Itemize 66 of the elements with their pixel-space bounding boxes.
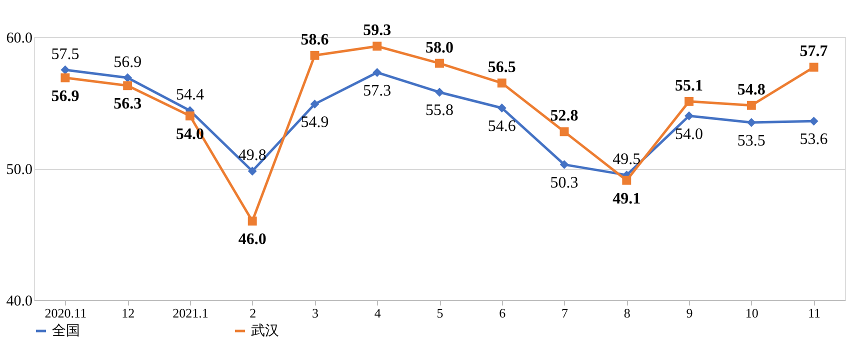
data-label: 57.7 bbox=[800, 43, 828, 60]
data-label: 57.3 bbox=[363, 82, 392, 100]
data-label: 52.8 bbox=[550, 108, 578, 125]
point bbox=[684, 111, 694, 120]
data-label: 49.8 bbox=[238, 147, 266, 164]
x-tick-label: 5 bbox=[436, 306, 444, 320]
point bbox=[60, 65, 70, 74]
point bbox=[560, 127, 569, 136]
point bbox=[622, 176, 632, 185]
x-tick-label: 9 bbox=[686, 306, 693, 320]
point bbox=[372, 68, 382, 77]
x-tick-label: 12 bbox=[122, 306, 135, 320]
x-tick-label: 3 bbox=[312, 306, 318, 320]
data-label: 54.6 bbox=[488, 118, 516, 136]
x-tick-label: 2020.11 bbox=[44, 306, 87, 320]
legend-label: 武汉 bbox=[251, 323, 279, 339]
data-label: 59.3 bbox=[363, 22, 392, 40]
data-label: 55.1 bbox=[675, 77, 704, 94]
point bbox=[560, 160, 569, 170]
data-label: 54.8 bbox=[737, 81, 766, 98]
data-label: 56.5 bbox=[488, 59, 516, 76]
data-label: 56.3 bbox=[114, 96, 142, 113]
point bbox=[497, 78, 506, 88]
data-label: 58.0 bbox=[426, 39, 454, 56]
point bbox=[372, 42, 382, 51]
point bbox=[435, 58, 444, 68]
data-label: 53.6 bbox=[800, 131, 828, 148]
data-label: 56.9 bbox=[51, 88, 80, 105]
data-label: 58.6 bbox=[300, 31, 329, 48]
data-label: 54.0 bbox=[675, 126, 704, 143]
data-label: 49.5 bbox=[612, 151, 641, 168]
y-tick-label: 40.0 bbox=[6, 294, 32, 310]
x-tick-label: 2021.1 bbox=[172, 306, 208, 320]
x-tick-label: 7 bbox=[562, 306, 569, 320]
x-tick-label: 2 bbox=[250, 306, 256, 320]
x-tick-label: 8 bbox=[624, 306, 630, 320]
point bbox=[248, 216, 257, 226]
point bbox=[746, 100, 756, 110]
data-label: 56.9 bbox=[114, 54, 142, 71]
point bbox=[60, 73, 70, 82]
point bbox=[248, 166, 257, 176]
x-tick-label: 11 bbox=[808, 306, 821, 320]
point bbox=[185, 111, 194, 120]
point bbox=[435, 88, 444, 97]
data-label: 54.9 bbox=[300, 114, 329, 132]
y-tick-label: 60.0 bbox=[6, 30, 32, 46]
data-label: 53.5 bbox=[737, 132, 766, 150]
y-tick-label: 50.0 bbox=[6, 162, 32, 178]
point bbox=[497, 104, 506, 112]
x-tick-label: 6 bbox=[499, 306, 506, 320]
point bbox=[310, 50, 320, 60]
point bbox=[123, 81, 132, 90]
point bbox=[684, 96, 694, 106]
x-tick-label: 10 bbox=[745, 306, 758, 320]
legend-label: 全国 bbox=[52, 323, 80, 339]
point bbox=[123, 73, 132, 82]
point bbox=[809, 62, 818, 72]
x-tick-label: 4 bbox=[374, 306, 382, 320]
data-label: 50.3 bbox=[550, 174, 578, 192]
data-label: 55.8 bbox=[426, 102, 454, 120]
data-label: 54.4 bbox=[176, 86, 204, 104]
point bbox=[746, 118, 756, 127]
data-label: 46.0 bbox=[238, 231, 266, 248]
point bbox=[310, 100, 320, 109]
data-label: 57.5 bbox=[51, 46, 80, 63]
data-label: 49.1 bbox=[612, 190, 641, 208]
